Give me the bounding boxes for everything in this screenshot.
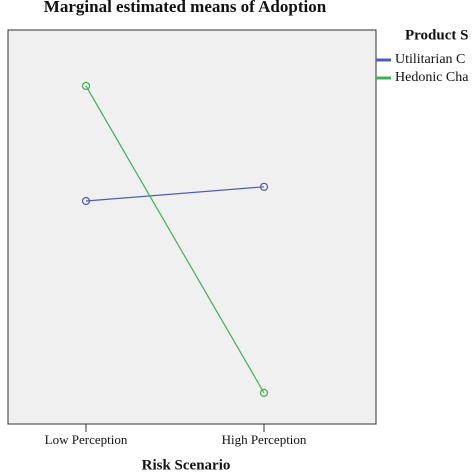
x-tick-label: Low Perception <box>45 432 128 447</box>
chart-title: Marginal estimated means of Adoption <box>44 0 327 16</box>
x-tick-label: High Perception <box>222 432 307 447</box>
point-marker <box>81 81 91 91</box>
legend-title: Product S <box>405 27 468 43</box>
plot-area <box>7 29 377 425</box>
point-marker <box>259 182 269 191</box>
series-line <box>85 85 265 394</box>
x-axis-title: Risk Scenario <box>142 457 231 473</box>
point-marker <box>81 196 91 206</box>
legend-label: Hedonic Cha <box>395 70 469 85</box>
point-marker <box>259 388 269 397</box>
series-line <box>85 186 265 202</box>
legend-label: Utilitarian C <box>395 52 465 67</box>
